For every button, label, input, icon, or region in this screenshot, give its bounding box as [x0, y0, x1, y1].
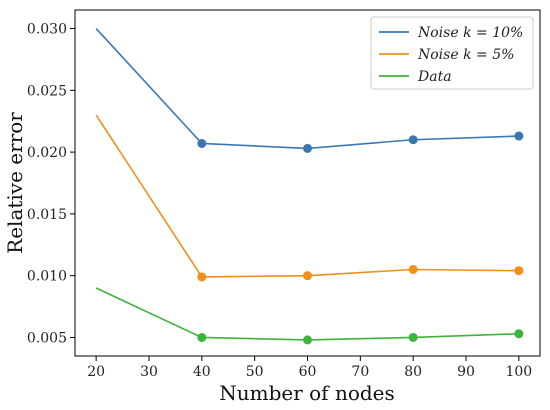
- x-tick-label: 100: [505, 364, 532, 380]
- series-point: [197, 138, 207, 148]
- y-tick-label: 0.005: [27, 330, 67, 346]
- legend-label: Noise k = 5%: [417, 47, 514, 63]
- series-point: [197, 272, 207, 282]
- series-point: [408, 135, 418, 145]
- y-axis-label: Relative error: [3, 112, 27, 254]
- legend-box: [370, 16, 534, 90]
- y-tick-label: 0.020: [27, 145, 67, 161]
- x-axis-label: Number of nodes: [219, 381, 395, 405]
- x-tick-label: 30: [140, 364, 158, 380]
- series-point: [303, 143, 312, 153]
- x-axis: 20 30 40 50 60 70 80 90 100: [87, 356, 532, 380]
- series-point: [303, 271, 312, 281]
- y-tick-label: 0.030: [27, 22, 67, 38]
- x-tick-label: 80: [404, 364, 422, 380]
- x-tick-label: 90: [457, 364, 475, 380]
- x-tick-label: 70: [351, 364, 369, 380]
- series-line-1: [95, 114, 519, 278]
- series-point: [303, 335, 312, 345]
- series-point: [408, 265, 418, 274]
- series-point: [514, 131, 524, 141]
- series-point: [408, 332, 418, 342]
- y-axis: 0.005 0.010 0.015 0.020 0.025 0.030: [27, 22, 75, 346]
- series-point: [514, 266, 524, 276]
- y-tick-label: 0.015: [27, 207, 67, 223]
- legend-label: Noise k = 10%: [417, 25, 523, 41]
- x-tick-label: 40: [193, 364, 211, 380]
- legend-label: Data: [417, 69, 452, 85]
- series-point: [514, 329, 524, 339]
- x-tick-label: 50: [246, 364, 264, 380]
- y-tick-label: 0.010: [27, 269, 67, 285]
- x-tick-label: 60: [299, 364, 317, 380]
- legend: Noise k = 10% Noise k = 5% Data: [370, 16, 534, 90]
- series-line-2: [95, 287, 519, 341]
- y-tick-label: 0.025: [27, 83, 67, 99]
- x-tick-label: 20: [87, 364, 105, 380]
- series-point: [197, 332, 207, 342]
- series-layer: [95, 27, 524, 345]
